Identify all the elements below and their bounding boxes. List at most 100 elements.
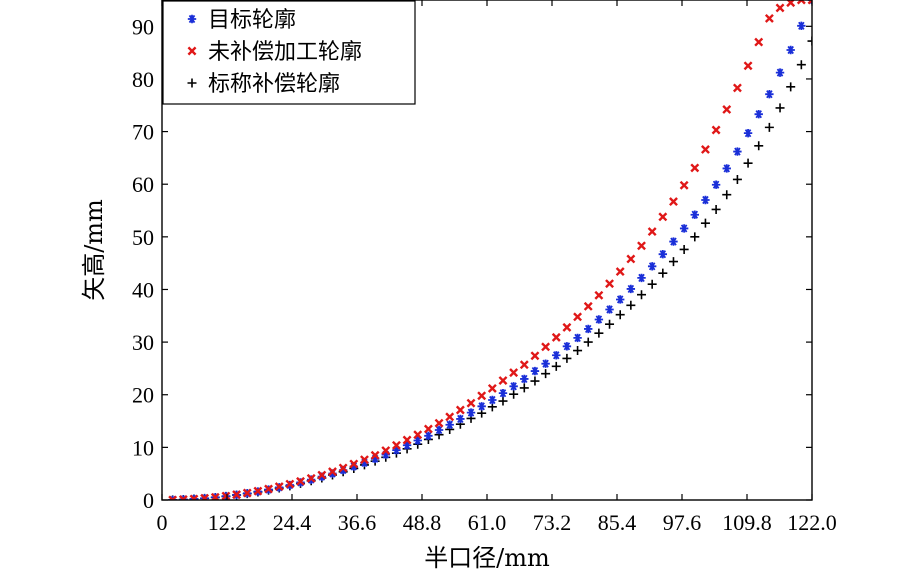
data-point-asterisk [488, 395, 497, 405]
data-point-plus [658, 268, 668, 278]
data-point-plus [637, 290, 647, 300]
data-point-x [509, 368, 519, 378]
data-point-x [615, 267, 625, 277]
data-point-x [466, 398, 476, 408]
data-point-x [253, 486, 263, 496]
data-point-plus [509, 389, 519, 399]
x-tick-label: 0 [157, 510, 168, 535]
data-point-plus [679, 244, 689, 254]
data-point-x [434, 418, 444, 428]
data-point-x [189, 494, 199, 500]
data-point-asterisk [669, 237, 678, 246]
data-point-x [338, 463, 348, 473]
legend-label: 标称补偿轮廓 [208, 72, 340, 97]
data-point-x [626, 254, 636, 264]
data-point-x [242, 488, 252, 498]
data-point-asterisk [605, 305, 614, 314]
data-point-x [381, 446, 391, 455]
data-point-asterisk [701, 195, 710, 205]
data-point-x [647, 227, 657, 237]
data-point-x [690, 163, 700, 173]
data-point-plus [807, 36, 812, 46]
data-point-x [658, 212, 668, 222]
data-point-x [317, 470, 327, 480]
data-point-x [786, 0, 796, 8]
data-point-x [445, 412, 455, 422]
data-point-plus [615, 310, 625, 320]
data-point-x [360, 455, 369, 465]
data-point-x [296, 476, 305, 486]
data-point-asterisk [626, 284, 636, 294]
legend-marker-asterisk [187, 14, 197, 24]
data-point-asterisk [456, 414, 465, 424]
data-point-plus [498, 396, 508, 406]
data-point-x [477, 391, 487, 401]
data-point-asterisk [722, 164, 731, 173]
data-point-asterisk [413, 436, 422, 445]
data-point-x [328, 467, 337, 477]
y-axis: 0 10 20 30 40 50 60 70 80 90 [132, 14, 812, 513]
data-point-asterisk [445, 420, 454, 429]
data-point-x [285, 479, 295, 489]
data-point-plus [796, 60, 806, 70]
y-tick-label: 80 [132, 67, 154, 92]
data-point-asterisk [349, 462, 359, 471]
data-point-x [669, 197, 678, 207]
data-point-x [796, 0, 806, 5]
data-point-x [637, 241, 646, 251]
data-point-asterisk [552, 351, 561, 360]
data-point-plus [711, 204, 721, 214]
data-point-plus [541, 369, 551, 379]
data-point-x [455, 405, 465, 415]
data-point-asterisk [434, 425, 444, 435]
data-point-asterisk [338, 465, 348, 475]
data-point-x [413, 430, 423, 440]
data-point-asterisk [402, 441, 412, 450]
legend-marker-x [187, 46, 197, 56]
data-point-x [423, 424, 433, 434]
y-axis-title: 矢高/mm [80, 199, 108, 301]
data-point-x [562, 322, 572, 332]
data-point-x [594, 290, 604, 300]
data-point-x [743, 61, 753, 71]
data-point-plus [743, 158, 753, 168]
data-point-asterisk [765, 90, 774, 99]
data-point-asterisk [615, 295, 625, 304]
y-tick-label: 70 [132, 120, 154, 145]
x-tick-label: 48.8 [403, 510, 442, 535]
data-point-asterisk [743, 128, 753, 138]
data-point-plus [690, 232, 700, 242]
legend-box [162, 0, 416, 105]
data-point-plus [786, 82, 796, 92]
data-point-asterisk [424, 431, 433, 440]
x-tick-label: 122.0 [787, 510, 837, 535]
data-point-asterisk [530, 366, 540, 376]
data-point-x [370, 450, 380, 460]
data-point-plus [722, 190, 732, 200]
x-axis-title: 半口径/mm [424, 544, 550, 572]
data-point-plus [605, 319, 615, 329]
data-point-asterisk [466, 408, 476, 417]
y-tick-label: 0 [143, 488, 154, 513]
data-point-asterisk [477, 402, 486, 411]
data-point-x [200, 493, 210, 500]
data-point-plus [573, 346, 583, 356]
data-point-x [232, 490, 242, 500]
data-point-asterisk [381, 450, 390, 459]
data-point-x [711, 125, 721, 135]
data-point-plus [519, 383, 529, 393]
data-point-x [573, 312, 583, 322]
data-point-asterisk [541, 359, 550, 368]
data-point-plus [775, 103, 785, 113]
data-point-x [498, 376, 508, 385]
data-point-x [722, 105, 732, 114]
data-point-x [551, 332, 561, 342]
data-point-asterisk [360, 458, 369, 467]
data-point-asterisk [647, 262, 657, 271]
data-point-x [306, 473, 316, 483]
x-tick-label: 109.8 [722, 510, 772, 535]
data-point-plus [583, 337, 593, 347]
data-point-plus [668, 257, 678, 267]
data-point-plus [754, 141, 764, 151]
